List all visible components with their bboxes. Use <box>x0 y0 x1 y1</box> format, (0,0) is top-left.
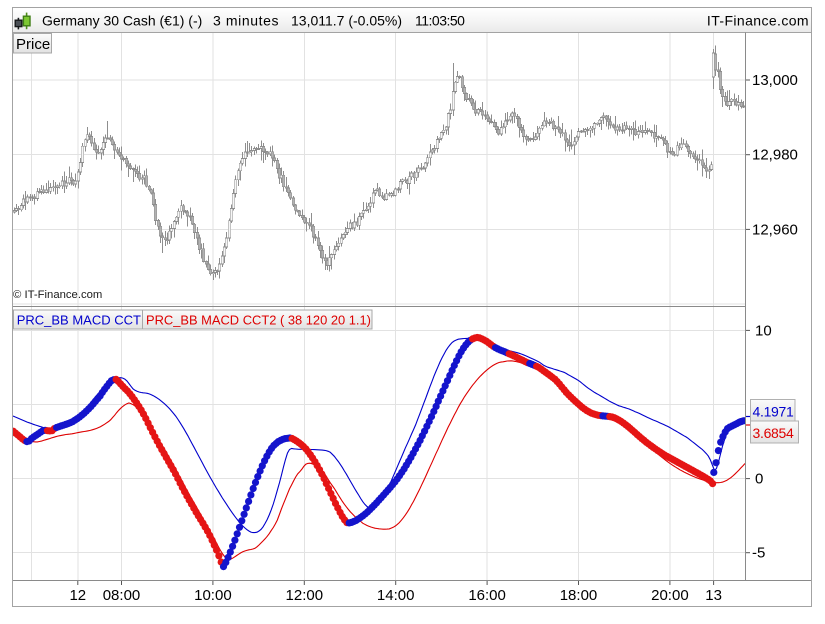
svg-text:08:00: 08:00 <box>103 587 141 604</box>
svg-text:PRC_BB MACD CCT: PRC_BB MACD CCT <box>17 313 141 328</box>
svg-text:14:00: 14:00 <box>377 587 415 604</box>
svg-text:12,980: 12,980 <box>752 147 798 164</box>
svg-text:13,000: 13,000 <box>752 72 798 89</box>
svg-text:-5: -5 <box>752 545 765 562</box>
svg-text:Price: Price <box>16 36 50 53</box>
svg-text:Germany 30 Cash (€1) (-): Germany 30 Cash (€1) (-) <box>42 13 202 29</box>
svg-text:12:00: 12:00 <box>286 587 324 604</box>
svg-text:3 minutes: 3 minutes <box>213 13 279 29</box>
svg-text:0: 0 <box>755 471 763 488</box>
svg-text:11:03:50: 11:03:50 <box>415 13 465 29</box>
svg-text:10: 10 <box>755 322 772 339</box>
svg-text:16:00: 16:00 <box>468 587 506 604</box>
svg-text:13: 13 <box>705 587 722 604</box>
svg-text:12: 12 <box>69 587 86 604</box>
svg-text:13,011.7 (-0.05%): 13,011.7 (-0.05%) <box>291 13 402 29</box>
svg-text:3.6854: 3.6854 <box>753 425 795 441</box>
svg-text:PRC_BB MACD CCT2 ( 38 120 20 1: PRC_BB MACD CCT2 ( 38 120 20 1.1) <box>146 313 371 328</box>
svg-text:12,960: 12,960 <box>752 221 798 238</box>
svg-text:20:00: 20:00 <box>651 587 689 604</box>
svg-text:IT-Finance.com: IT-Finance.com <box>707 13 809 29</box>
svg-text:© IT-Finance.com: © IT-Finance.com <box>13 289 102 301</box>
svg-text:18:00: 18:00 <box>560 587 598 604</box>
svg-text:4.1971: 4.1971 <box>753 404 795 420</box>
svg-text:10:00: 10:00 <box>194 587 232 604</box>
